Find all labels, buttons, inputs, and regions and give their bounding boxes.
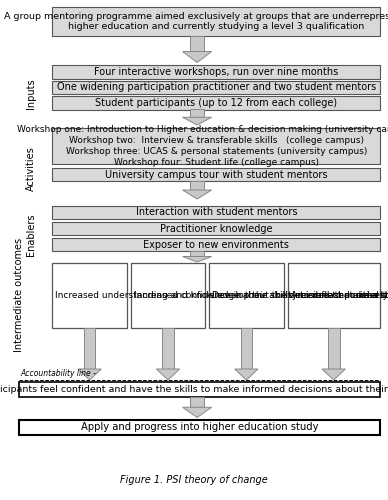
Bar [19,382,380,397]
Polygon shape [235,369,258,380]
Bar [84,328,95,369]
Text: University campus tour with student mentors: University campus tour with student ment… [105,170,327,179]
Text: Interaction with student mentors: Interaction with student mentors [135,208,297,218]
Polygon shape [182,256,212,262]
Text: Increased understanding and knowledge about the decisions that need to be made a: Increased understanding and knowledge ab… [55,290,388,300]
Text: Enablers: Enablers [26,214,36,256]
Text: Participants feel confident and have the skills to make informed decisions about: Participants feel confident and have the… [0,385,388,394]
Bar [52,262,127,328]
Bar [52,7,380,36]
Text: Increased confidence in their ability to reflect positively upon their experienc: Increased confidence in their ability to… [134,290,388,300]
Polygon shape [156,369,180,380]
Text: Student participants (up to 12 from each college): Student participants (up to 12 from each… [95,98,338,108]
Bar [19,420,380,435]
Bar [190,36,204,52]
Bar [190,110,204,117]
Text: One widening participation practitioner and two student mentors: One widening participation practitioner … [57,82,376,92]
Polygon shape [182,190,212,199]
Bar [131,262,205,328]
Bar [52,128,380,164]
Text: Accountability line -: Accountability line - [20,370,96,378]
Bar [241,328,252,369]
Bar [52,206,380,219]
Bar [288,262,380,328]
Bar [190,397,204,407]
Polygon shape [78,369,101,380]
Polygon shape [182,407,212,418]
Bar [52,66,380,78]
Text: Figure 1. PSI theory of change: Figure 1. PSI theory of change [120,475,268,485]
Text: Develop the skills needed to make a strong university application (UCAS) and per: Develop the skills needed to make a stro… [212,290,388,300]
Text: Apply and progress into higher education study: Apply and progress into higher education… [81,422,319,432]
Bar [190,181,204,190]
Text: An increased understanding of student life, financial implications and available: An increased understanding of student li… [291,290,388,300]
Bar [162,328,174,369]
Text: Inputs: Inputs [26,78,36,110]
Text: Activities: Activities [26,146,36,192]
Text: A group mentoring programme aimed exclusively at groups that are underrepresente: A group mentoring programme aimed exclus… [3,12,388,32]
Text: Workshop one: Introduction to Higher education & decision making (university cam: Workshop one: Introduction to Higher edu… [17,126,388,166]
Text: Intermediate outcomes: Intermediate outcomes [14,238,24,352]
Bar [328,328,340,369]
Bar [190,251,204,256]
Text: Exposer to new environments: Exposer to new environments [144,240,289,250]
Text: Four interactive workshops, run over nine months: Four interactive workshops, run over nin… [94,67,338,77]
Bar [52,81,380,94]
Polygon shape [182,52,212,62]
Bar [209,262,284,328]
Bar [52,222,380,235]
Text: Practitioner knowledge: Practitioner knowledge [160,224,272,234]
Bar [52,168,380,181]
Bar [52,238,380,251]
Polygon shape [322,369,345,380]
Bar [52,96,380,110]
Polygon shape [182,117,212,125]
